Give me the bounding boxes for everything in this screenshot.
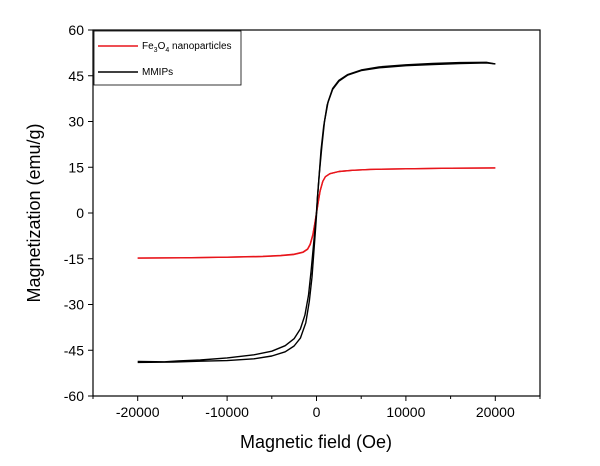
x-tick-label: -10000 [205, 404, 249, 420]
x-tick-label: 10000 [386, 404, 425, 420]
x-tick-label: 20000 [476, 404, 515, 420]
y-axis-label: Magnetization (emu/g) [24, 123, 44, 302]
mmips-curve-branch-1 [137, 61, 496, 364]
y-tick-label: 30 [68, 114, 84, 130]
plot-lines [137, 61, 496, 364]
y-tick-label: -60 [64, 388, 84, 404]
x-tick-label: -20000 [116, 404, 160, 420]
legend: Fe3O4 nanoparticles MMIPs [93, 30, 242, 86]
y-axis-ticks: -60 -45 -30 -15 0 15 30 45 60 [64, 22, 93, 404]
y-tick-label: 0 [76, 205, 84, 221]
y-tick-label: -45 [64, 342, 84, 358]
x-axis-ticks: -20000 -10000 0 10000 20000 [92, 396, 541, 420]
x-tick-label: 0 [313, 404, 321, 420]
y-tick-label: -15 [64, 251, 84, 267]
legend-label-mmips: MMIPs [142, 67, 173, 78]
y-tick-label: 15 [68, 159, 84, 175]
legend-box [93, 30, 242, 86]
y-tick-label: 60 [68, 22, 84, 38]
y-tick-label: 45 [68, 68, 84, 84]
y-tick-label: -30 [64, 297, 84, 313]
legend-label-fe3o4: Fe3O4 nanoparticles [142, 41, 232, 54]
x-axis-label: Magnetic field (Oe) [240, 432, 392, 452]
